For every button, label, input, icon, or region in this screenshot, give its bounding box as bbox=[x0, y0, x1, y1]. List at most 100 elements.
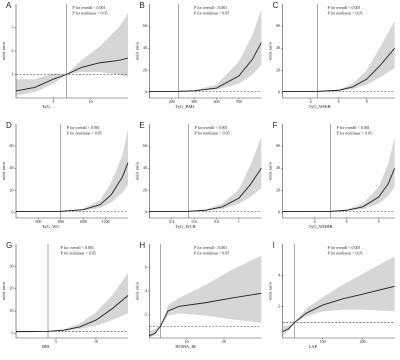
y-tick-label: 40 bbox=[143, 165, 147, 170]
x-tick-label: 1000 bbox=[79, 219, 87, 224]
confidence-band bbox=[149, 255, 262, 338]
panel-label: F bbox=[273, 121, 278, 130]
spline-curve bbox=[282, 47, 396, 93]
x-axis-label: TyG_WCR bbox=[175, 224, 195, 229]
x-tick-label: 8 bbox=[378, 219, 380, 224]
x-axis-label: TyG_BMI bbox=[175, 104, 194, 109]
x-tick-label: 0.4 bbox=[169, 219, 174, 224]
x-tick-label: 4 bbox=[310, 99, 312, 104]
x-axis-label: TyG_WHHR bbox=[309, 224, 333, 229]
annotation: P for nonlinear < 0.05 bbox=[337, 130, 372, 135]
y-tick-label: 0 bbox=[145, 89, 147, 94]
annotation: P for overall < 0.001 bbox=[194, 5, 227, 10]
x-axis-label: BRI bbox=[42, 344, 50, 349]
x-tick-label: 200 bbox=[360, 339, 366, 344]
y-axis-label: odds ratio bbox=[1, 281, 6, 300]
y-tick-label: 0 bbox=[278, 89, 280, 94]
x-tick-label: 0.6 bbox=[192, 219, 197, 224]
y-tick-label: 20 bbox=[276, 67, 280, 72]
annotation: P for overall < 0.001 bbox=[337, 125, 370, 130]
x-axis-label: TyG_WHtR bbox=[309, 104, 331, 109]
y-axis-label: odds ratio bbox=[134, 281, 139, 300]
x-tick-label: 8 bbox=[52, 99, 54, 104]
y-tick-label: 3 bbox=[12, 24, 14, 29]
panel-label: B bbox=[139, 1, 144, 10]
x-tick-label: 800 bbox=[58, 219, 64, 224]
x-axis-label: LAP bbox=[309, 344, 318, 349]
y-tick-label: 60 bbox=[10, 143, 14, 148]
x-tick-label: 6 bbox=[338, 99, 340, 104]
y-tick-label: 2 bbox=[12, 48, 14, 53]
y-tick-label: 4 bbox=[145, 288, 147, 293]
y-tick-label: 10 bbox=[10, 308, 14, 313]
y-tick-label: 20 bbox=[10, 286, 14, 291]
y-axis-label: odds ratio bbox=[268, 41, 273, 60]
confidence-band bbox=[16, 129, 128, 212]
annotation: P for overall < 0.001 bbox=[195, 125, 228, 130]
spline-curve bbox=[149, 167, 262, 213]
spline-curve bbox=[149, 292, 262, 337]
annotation: P for nonlinear < 0.05 bbox=[194, 10, 229, 15]
y-tick-label: 60 bbox=[276, 23, 280, 28]
y-tick-label: 6 bbox=[145, 264, 147, 269]
y-tick-label: 30 bbox=[10, 263, 14, 268]
annotation: P for nonlinear < 0.05 bbox=[72, 10, 107, 15]
x-tick-label: 200 bbox=[169, 99, 175, 104]
y-tick-label: 20 bbox=[143, 67, 147, 72]
x-tick-label: 5 bbox=[55, 339, 57, 344]
y-tick-label: 20 bbox=[143, 187, 147, 192]
spline-curve bbox=[15, 295, 129, 333]
y-axis-label: odds ratio bbox=[1, 41, 6, 60]
spline-curve bbox=[149, 42, 262, 93]
x-tick-label: 300 bbox=[191, 99, 197, 104]
panel-label: H bbox=[139, 241, 145, 250]
y-tick-label: 1 bbox=[12, 71, 14, 76]
y-tick-label: 40 bbox=[143, 45, 147, 50]
spline-curve bbox=[15, 57, 129, 92]
x-axis-label: TyG bbox=[42, 104, 51, 109]
y-tick-label: 0 bbox=[145, 209, 147, 214]
confidence-band bbox=[282, 137, 395, 212]
spline-curve bbox=[282, 168, 396, 213]
y-tick-label: 2 bbox=[278, 304, 280, 309]
y-axis-label: odds ratio bbox=[268, 161, 273, 180]
x-tick-label: 400 bbox=[214, 99, 220, 104]
annotation: P for overall < 0.001 bbox=[194, 245, 227, 250]
x-tick-label: 20 bbox=[222, 339, 226, 344]
panel-label: C bbox=[273, 1, 279, 10]
x-tick-label: 10 bbox=[185, 339, 189, 344]
x-tick-label: 6 bbox=[346, 219, 348, 224]
x-tick-label: 10 bbox=[89, 99, 93, 104]
y-tick-label: 40 bbox=[10, 165, 14, 170]
y-tick-label: 60 bbox=[276, 143, 280, 148]
y-axis-label: odds ratio bbox=[268, 281, 273, 300]
panel-label: G bbox=[6, 241, 12, 250]
spline-curve bbox=[15, 162, 129, 213]
x-axis-label: HOMA_IR bbox=[175, 344, 196, 349]
annotation: P for nonlinear < 0.05 bbox=[194, 250, 229, 255]
y-axis-label: odds ratio bbox=[134, 161, 139, 180]
y-axis-label: odds ratio bbox=[1, 161, 6, 180]
x-tick-label: 1 bbox=[238, 219, 240, 224]
annotation: P for nonlinear < 0.05 bbox=[327, 10, 362, 15]
annotation: P for nonlinear < 0.05 bbox=[61, 250, 96, 255]
panel-label: A bbox=[6, 1, 12, 10]
x-axis-label: TyG_WC bbox=[42, 224, 59, 229]
x-tick-label: 10 bbox=[94, 339, 98, 344]
confidence-band bbox=[282, 20, 395, 92]
panel-label: D bbox=[6, 121, 12, 130]
y-tick-label: 20 bbox=[276, 187, 280, 192]
confidence-band bbox=[16, 13, 128, 96]
spline-curve bbox=[282, 285, 395, 333]
confidence-band bbox=[149, 137, 262, 212]
annotation: P for nonlinear < 0.05 bbox=[195, 130, 230, 135]
x-tick-label: 100 bbox=[320, 339, 326, 344]
confidence-band bbox=[16, 273, 128, 333]
y-tick-label: 40 bbox=[276, 45, 280, 50]
annotation: P for overall < 0.001 bbox=[67, 125, 100, 130]
y-axis-label: odds ratio bbox=[134, 41, 139, 60]
x-tick-label: 500 bbox=[236, 99, 242, 104]
x-tick-label: 4 bbox=[314, 219, 316, 224]
x-tick-label: 0.8 bbox=[214, 219, 219, 224]
